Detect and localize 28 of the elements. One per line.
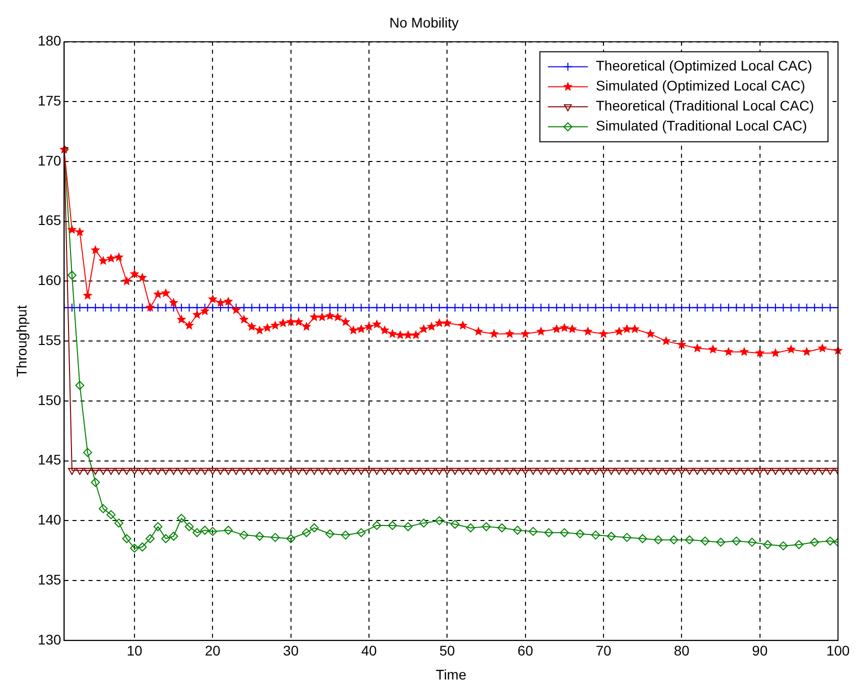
x-axis-title: Time <box>436 666 467 682</box>
x-tick-label: 30 <box>283 642 299 659</box>
y-tick-label: 175 <box>38 92 62 109</box>
x-tick-label: 40 <box>361 642 377 659</box>
legend-label: Theoretical (Traditional Local CAC) <box>596 98 814 114</box>
y-tick-label: 150 <box>38 392 62 408</box>
y-tick-label: 165 <box>38 212 62 228</box>
x-tick-label: 10 <box>126 642 143 659</box>
x-tick-label: 20 <box>204 642 221 659</box>
x-tick-label: 70 <box>596 642 612 659</box>
y-tick-label: 155 <box>38 332 62 348</box>
y-tick-label: 140 <box>38 512 62 528</box>
x-tick-label: 50 <box>439 642 456 659</box>
y-tick-label: 160 <box>38 272 62 288</box>
legend-label: Theoretical (Optimized Local CAC) <box>596 58 812 74</box>
y-tick-label: 130 <box>38 631 62 648</box>
y-tick-label: 180 <box>38 32 62 49</box>
x-tick-label: 80 <box>674 642 690 659</box>
y-tick-label: 145 <box>38 452 62 468</box>
y-axis-title: Throughput <box>13 305 30 377</box>
x-tick-label: 100 <box>826 642 850 659</box>
legend-label: Simulated (Traditional Local CAC) <box>596 118 808 134</box>
x-tick-label: 90 <box>752 642 768 659</box>
legend-label: Simulated (Optimized Local CAC) <box>596 78 806 94</box>
y-tick-label: 135 <box>38 571 62 588</box>
chart-title: No Mobility <box>389 14 459 30</box>
x-tick-label: 60 <box>518 642 534 659</box>
y-tick-label: 170 <box>38 152 62 168</box>
